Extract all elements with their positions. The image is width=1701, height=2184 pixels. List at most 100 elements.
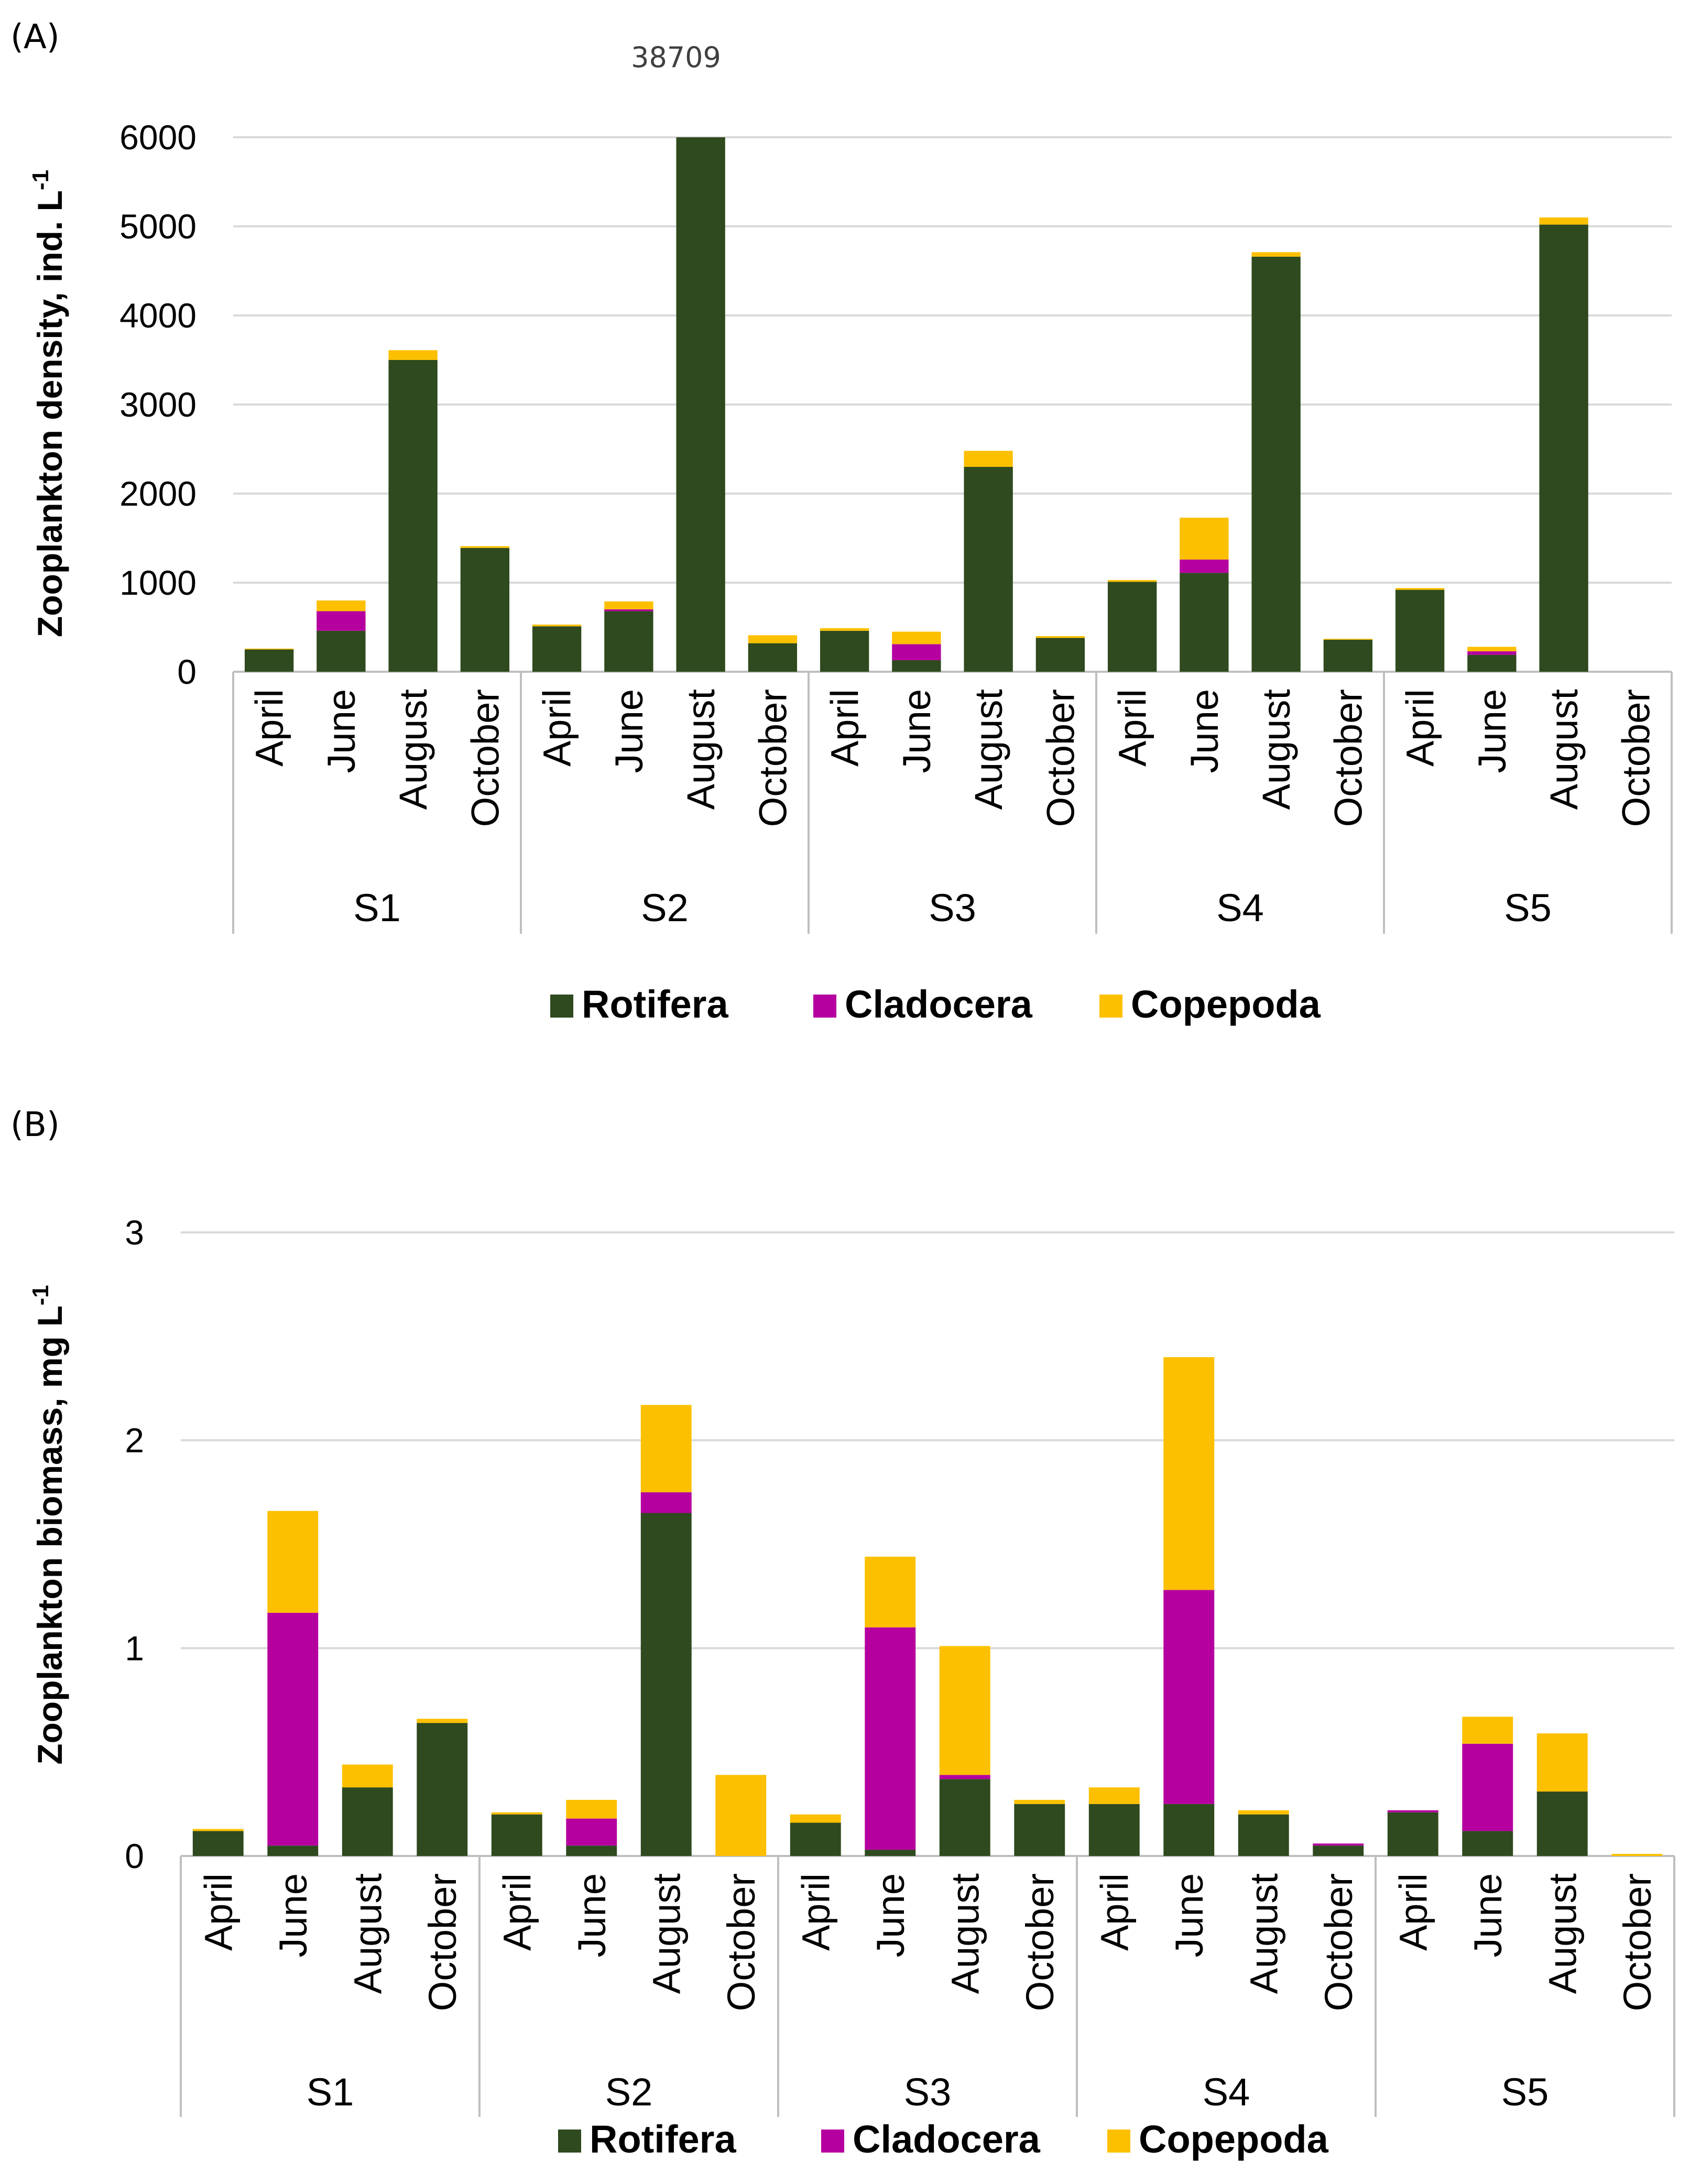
panel-a-annotation: 38709 xyxy=(631,41,721,74)
legend-swatch-cladocera xyxy=(821,2130,844,2153)
bar-rotifera-s3-august xyxy=(939,1779,990,1856)
bar-copepoda-s5-october xyxy=(1611,1854,1663,1856)
bar-rotifera-s1-april xyxy=(244,649,294,672)
month-label: June xyxy=(1466,1873,1510,1957)
y-tick-label: 1000 xyxy=(119,563,197,602)
month-label: October xyxy=(1317,1873,1360,2011)
bar-copepoda-s4-april xyxy=(1088,1787,1140,1804)
bar-rotifera-s4-october xyxy=(1323,639,1373,672)
panel-b-chart: 0 1 2 3 April June August October S1 April June Aug… xyxy=(125,1213,1675,2161)
panel-a-ylabel-sup: -1 xyxy=(28,170,53,190)
bar-copepoda-s1-april xyxy=(244,648,294,650)
legend-swatch-rotifera xyxy=(558,2130,581,2153)
y-tick-label: 3 xyxy=(125,1213,144,1252)
bar-copepoda-s5-august xyxy=(1539,217,1588,225)
bar-copepoda-s5-june xyxy=(1462,1717,1513,1744)
bar-rotifera-s4-april xyxy=(1088,1804,1140,1856)
month-label: April xyxy=(794,1873,837,1951)
month-label: June xyxy=(895,689,939,773)
site-label: S3 xyxy=(929,886,976,930)
bar-copepoda-s4-june xyxy=(1180,517,1229,560)
bar-copepoda-s3-april xyxy=(820,628,869,631)
month-label: April xyxy=(495,1873,539,1951)
month-label: April xyxy=(1111,689,1154,767)
legend-swatch-copepoda xyxy=(1107,2130,1130,2153)
bar-copepoda-s2-april xyxy=(491,1812,542,1815)
panel-a-ylabel-text: Zooplankton density, ind. L xyxy=(30,190,69,637)
y-tick-label: 2 xyxy=(125,1421,144,1460)
month-label: April xyxy=(248,689,291,767)
bar-copepoda-s1-june xyxy=(267,1511,319,1613)
bar-rotifera-s3-april xyxy=(820,630,869,672)
month-label: October xyxy=(1326,689,1370,827)
site-label: S2 xyxy=(605,2070,653,2114)
site-label: S4 xyxy=(1216,886,1264,930)
bar-cladocera-s2-june xyxy=(604,609,653,611)
bar-copepoda-s3-october xyxy=(1035,636,1085,638)
bar-rotifera-s4-august xyxy=(1238,1814,1289,1856)
bar-rotifera-s1-october xyxy=(460,548,510,672)
bar-rotifera-s1-june xyxy=(317,630,366,672)
month-label: August xyxy=(679,689,723,810)
month-label: June xyxy=(607,689,651,773)
bar-cladocera-s3-june xyxy=(892,644,941,660)
panel-a-chart: 0 1000 2000 3000 4000 5000 6000 April June August… xyxy=(119,118,1673,1026)
bar-cladocera-s5-june xyxy=(1462,1743,1513,1831)
bar-rotifera-s5-april xyxy=(1395,589,1445,672)
bar-copepoda-s3-october xyxy=(1014,1799,1065,1804)
bar-copepoda-s2-october xyxy=(715,1775,767,1856)
month-label: October xyxy=(1039,689,1082,827)
bar-rotifera-s1-august xyxy=(342,1787,393,1856)
month-label: June xyxy=(869,1873,912,1957)
month-label: August xyxy=(346,1873,389,1994)
month-label: April xyxy=(1399,689,1442,767)
bar-rotifera-s3-june xyxy=(865,1850,916,1856)
site-label: S2 xyxy=(641,886,689,930)
bar-copepoda-s2-june xyxy=(566,1799,617,1819)
month-label: October xyxy=(719,1873,763,2011)
bar-rotifera-s2-april xyxy=(491,1814,542,1856)
legend-swatch-rotifera xyxy=(550,995,573,1018)
bar-copepoda-s3-june xyxy=(892,631,941,645)
month-label: October xyxy=(463,689,507,827)
panel-b-ylabel-text: Zooplankton biomass, mg L xyxy=(30,1305,69,1764)
panel-b-ylabel-sup: -1 xyxy=(28,1285,53,1305)
month-label: August xyxy=(943,1873,987,1994)
month-label: April xyxy=(1093,1873,1136,1951)
bar-rotifera-s5-june xyxy=(1467,654,1517,672)
bar-rotifera-s2-october xyxy=(748,643,798,672)
month-label: October xyxy=(421,1873,464,2011)
month-label: June xyxy=(1470,689,1514,773)
legend-label-copepoda: Copepoda xyxy=(1131,982,1321,1026)
legend-label-cladocera: Cladocera xyxy=(845,982,1033,1026)
bar-cladocera-s1-june xyxy=(267,1612,319,1846)
month-label: October xyxy=(1018,1873,1062,2011)
panel-b-label: (B) xyxy=(10,1106,60,1144)
bar-copepoda-s1-april xyxy=(192,1829,244,1831)
bar-cladocera-s4-june xyxy=(1180,559,1229,573)
bar-cladocera-s5-june xyxy=(1467,651,1517,655)
bar-rotifera-s2-april xyxy=(532,626,582,672)
bar-copepoda-s3-june xyxy=(865,1556,916,1628)
site-label: S4 xyxy=(1203,2070,1250,2114)
month-label: June xyxy=(320,689,363,773)
month-label: October xyxy=(1616,1873,1659,2011)
y-tick-label: 4000 xyxy=(119,296,197,335)
month-label: June xyxy=(1168,1873,1211,1957)
bar-cladocera-s4-october xyxy=(1313,1843,1364,1846)
bar-rotifera-s5-august xyxy=(1539,224,1588,672)
month-label: August xyxy=(1541,1873,1584,1994)
bar-cladocera-s1-june xyxy=(317,611,366,631)
legend-swatch-cladocera xyxy=(813,995,836,1018)
bar-rotifera-s1-june xyxy=(267,1846,319,1856)
month-label: April xyxy=(823,689,867,767)
legend-label-copepoda: Copepoda xyxy=(1139,2117,1329,2161)
bar-rotifera-s3-october xyxy=(1035,638,1085,672)
month-label: June xyxy=(570,1873,614,1957)
site-label: S3 xyxy=(904,2070,952,2114)
bar-cladocera-s2-august xyxy=(640,1492,692,1513)
bar-rotifera-s2-august xyxy=(676,137,725,672)
month-label: April xyxy=(197,1873,240,1951)
bar-rotifera-s4-august xyxy=(1251,256,1301,672)
bar-copepoda-s2-june xyxy=(604,601,653,609)
